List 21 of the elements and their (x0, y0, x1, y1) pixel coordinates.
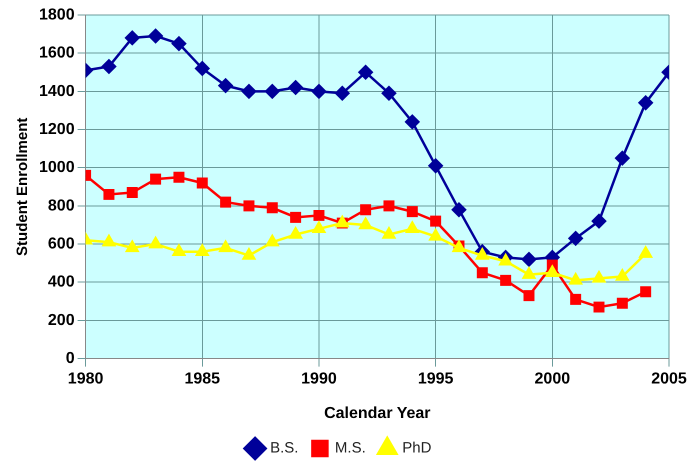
y-tick-label: 400 (48, 274, 75, 291)
x-tick-label: 1980 (68, 370, 104, 388)
y-tick-label: 1800 (39, 6, 75, 24)
legend-label: PhD (402, 440, 432, 457)
x-tick-label: 1985 (184, 370, 220, 388)
y-tick-label: 800 (48, 197, 75, 214)
legend-label: M.S. (334, 440, 366, 457)
y-tick-label: 600 (48, 235, 75, 252)
x-axis-title: Calendar Year (324, 404, 431, 422)
y-tick-label: 200 (48, 312, 75, 329)
y-tick-label: 1000 (39, 159, 75, 176)
y-axis-title: Student Enrollment (14, 118, 32, 256)
legend-label: B.S. (270, 440, 298, 457)
y-tick-label: 1400 (39, 82, 75, 100)
y-tick-label: 1200 (39, 120, 75, 138)
x-tick-label: 2000 (534, 370, 570, 388)
y-tick-label: 0 (66, 350, 75, 368)
x-tick-label: 2005 (651, 370, 687, 388)
x-tick-label: 1990 (301, 370, 337, 388)
y-tick-label: 1600 (39, 44, 75, 62)
x-tick-label: 1995 (418, 370, 454, 388)
